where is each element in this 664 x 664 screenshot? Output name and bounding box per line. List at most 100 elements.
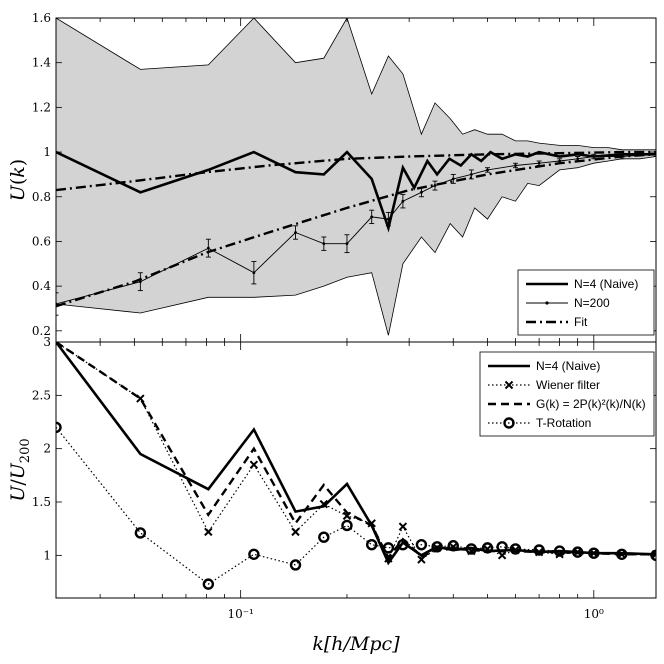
- y-tick-label: 0.6: [32, 234, 51, 248]
- errorbar: [344, 234, 350, 254]
- o-marker: [533, 544, 545, 556]
- legend-label: Wiener filter: [536, 378, 600, 392]
- legend-label: T-Rotation: [536, 416, 591, 430]
- y-tick-label: 0.2: [32, 324, 51, 338]
- o-marker: [56, 421, 62, 434]
- x-marker-stroke: [136, 394, 145, 403]
- o-marker: [382, 542, 395, 554]
- o-marker: [366, 538, 378, 551]
- errorbar: [385, 211, 391, 227]
- data-point: [386, 217, 390, 221]
- x-marker-stroke: [398, 522, 408, 531]
- y-tick-label: 1.2: [32, 100, 51, 114]
- data-point: [345, 242, 349, 246]
- data-point: [401, 199, 405, 203]
- data-point: [294, 231, 297, 234]
- top-series-n-200: [56, 153, 656, 305]
- y-tick-label: 0.8: [32, 190, 51, 204]
- legend-label: Fit: [574, 315, 588, 329]
- x-marker-stroke: [291, 527, 300, 537]
- errorbar: [432, 180, 438, 191]
- bottom-series-g-k-2p-k-k-n-k-: [56, 342, 656, 560]
- o-marker: [248, 548, 260, 560]
- legend-label: G(k) = 2P(k)²(k)/N(k): [536, 397, 646, 411]
- data-point: [537, 161, 541, 165]
- o-marker: [447, 540, 459, 552]
- x-marker-stroke: [249, 460, 259, 469]
- data-point: [420, 190, 423, 194]
- x-marker: [398, 522, 408, 531]
- data-point: [252, 271, 256, 275]
- o-marker: [509, 543, 522, 555]
- o-marker: [431, 541, 443, 553]
- data-point: [322, 242, 326, 246]
- y-tick-label: 2.5: [32, 388, 51, 402]
- legend-label: N=4 (Naive): [574, 277, 638, 291]
- bottom-series-wiener-filter: [56, 342, 656, 561]
- o-marker: [415, 538, 428, 551]
- y-tick-label: 1.5: [32, 495, 51, 509]
- errorbar: [137, 272, 143, 292]
- x-marker-stroke: [204, 527, 213, 537]
- x-marker-stroke: [504, 380, 514, 390]
- bottom-axes: 1 1.5 2 2.5 3 10⁻¹ 10⁰: [32, 335, 656, 621]
- x-axis-label: k[h/Mpc]: [312, 633, 400, 655]
- top-axes: 0.2 0.4 0.6 0.8 1 1.2 1.4 1.6: [32, 11, 656, 342]
- legend-label: N=4 (Naive): [536, 359, 600, 373]
- x-marker: [291, 527, 300, 537]
- o-marker: [571, 546, 584, 558]
- data-point: [138, 280, 142, 284]
- data-point: [206, 246, 210, 250]
- data-point: [451, 177, 455, 181]
- errorbar: [450, 173, 456, 184]
- o-marker: [496, 541, 508, 553]
- bottom-panel: 1 1.5 2 2.5 3 10⁻¹ 10⁰ U/U200 k[h/Mpc] N=4 (Na…: [7, 335, 657, 655]
- o-marker: [397, 538, 409, 551]
- o-marker: [289, 559, 302, 571]
- data-point: [576, 157, 580, 161]
- o-marker: [503, 417, 515, 429]
- top-y-label: U(k): [7, 159, 29, 201]
- top-series-n-4-naive-: [56, 150, 656, 233]
- data-point: [558, 159, 561, 163]
- o-marker: [553, 545, 566, 557]
- data-point: [592, 155, 596, 158]
- errorbar: [369, 209, 375, 225]
- o-marker: [318, 531, 330, 543]
- y-tick-label: 1.4: [32, 56, 51, 70]
- bottom-y-label: U/U200: [7, 438, 33, 501]
- x-marker: [249, 460, 259, 469]
- errorbar: [205, 238, 211, 258]
- top-series-fit-upper: [56, 150, 656, 192]
- data-point: [370, 215, 374, 219]
- y-tick-label: 2: [43, 442, 51, 456]
- data-point: [514, 164, 517, 167]
- y-tick-label: 1.6: [32, 11, 51, 25]
- o-marker: [134, 527, 147, 539]
- bottom-plot-area: [56, 342, 656, 590]
- data-point: [433, 184, 437, 187]
- y-tick-label: 0.4: [32, 279, 51, 293]
- y-tick-label: 3: [43, 335, 51, 349]
- o-marker: [481, 542, 494, 554]
- x-marker-stroke: [417, 555, 426, 564]
- o-marker: [465, 543, 478, 555]
- scatter-band: [56, 18, 656, 336]
- data-point: [469, 173, 473, 176]
- o-marker: [341, 519, 353, 532]
- legend-marker: [545, 301, 549, 305]
- errorbar: [485, 167, 491, 173]
- top-legend: N=4 (Naive) N=200 Fit: [517, 269, 655, 336]
- o-marker: [588, 547, 600, 559]
- x-tick-label: 10⁰: [584, 607, 604, 621]
- x-marker: [319, 499, 329, 509]
- bottom-series-t-rotation: [56, 426, 656, 585]
- legend-label: N=200: [574, 296, 610, 310]
- bottom-legend: N=4 (Naive) Wiener filter G(k) = 2P(k)²(k)…: [479, 351, 655, 437]
- bottom-axes-frame: [55, 341, 657, 599]
- x-marker: [367, 519, 376, 528]
- o-marker: [202, 578, 215, 590]
- y-tick-label: 1: [43, 145, 51, 159]
- errorbar: [400, 194, 406, 209]
